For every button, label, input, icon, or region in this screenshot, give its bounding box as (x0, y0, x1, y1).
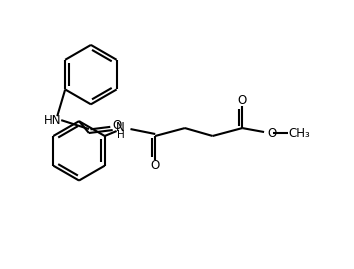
Text: O: O (267, 126, 276, 140)
Text: CH₃: CH₃ (289, 126, 310, 140)
Text: H: H (117, 130, 125, 140)
Text: N: N (116, 121, 125, 134)
Text: O: O (112, 119, 121, 132)
Text: O: O (150, 159, 160, 172)
Text: O: O (238, 94, 247, 107)
Text: HN: HN (44, 114, 61, 127)
